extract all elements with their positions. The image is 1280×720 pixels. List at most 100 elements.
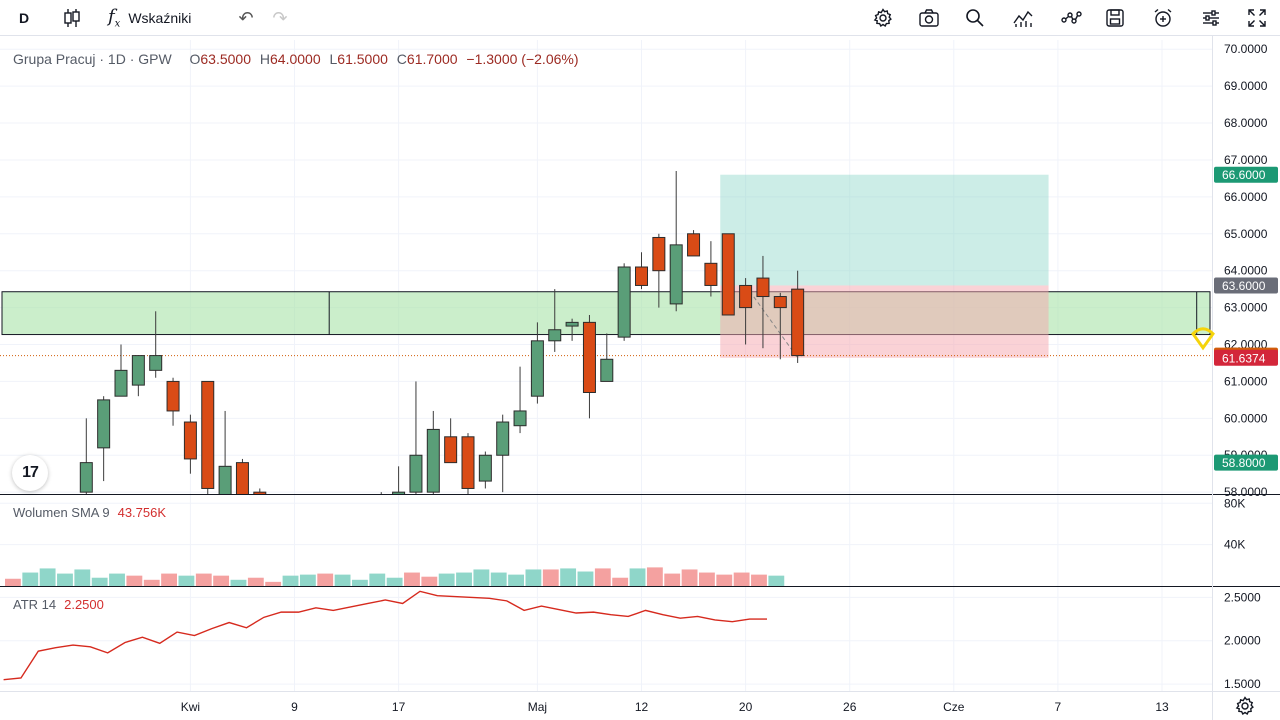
candle-body: [773, 296, 787, 309]
atr-legend: ATR 14 2.2500: [13, 597, 104, 612]
add-alert-button[interactable]: [1146, 0, 1180, 36]
stop-zone: [720, 285, 1049, 358]
tradingview-logo[interactable]: 17: [12, 455, 48, 491]
candle: [756, 255, 770, 349]
volume-label[interactable]: Wolumen SMA 9: [13, 505, 110, 520]
candle-body: [687, 233, 701, 257]
price-badge-label: 61.6374: [1222, 351, 1266, 365]
candle: [478, 451, 492, 489]
chart-type-button[interactable]: [58, 0, 86, 36]
candle: [461, 433, 475, 494]
candle-body: [652, 236, 666, 272]
change-value: −1.3000 (−2.06%): [466, 51, 579, 67]
save-button[interactable]: [1098, 0, 1132, 36]
candle: [409, 381, 423, 494]
price-badge-bg: [1214, 277, 1278, 294]
candle: [687, 230, 701, 257]
volume-bar: [178, 575, 195, 586]
settings-sliders-button[interactable]: [1194, 0, 1228, 36]
candle-body: [582, 321, 596, 393]
price-badge-bg: [1214, 454, 1278, 471]
interval-button[interactable]: D: [10, 0, 38, 36]
atr-tick-label: 2.5000: [1224, 590, 1261, 604]
candle: [496, 414, 510, 493]
price-tick-label: 65.0000: [1224, 227, 1268, 241]
price-chart[interactable]: 58.000059.000060.000061.000062.000063.00…: [0, 36, 1280, 720]
candle-body: [530, 340, 544, 397]
camera-icon: [919, 9, 939, 27]
position-path: [745, 285, 799, 359]
high-value: 64.0000: [270, 51, 321, 67]
price-badge: 61.6374: [1214, 349, 1278, 366]
candle: [235, 458, 249, 494]
close-label: C: [396, 51, 407, 67]
interval-label: D: [18, 10, 30, 26]
candle: [166, 377, 180, 426]
volume-bar: [699, 572, 715, 586]
candle-body: [739, 284, 753, 309]
atr-tick-label: 2.0000: [1224, 634, 1261, 648]
chart-settings-button[interactable]: [866, 0, 900, 36]
candle: [79, 418, 93, 494]
volume-bar: [317, 573, 334, 586]
volume-bar: [109, 573, 125, 586]
undo-button[interactable]: ↶: [232, 0, 260, 36]
time-tick-label: Maj: [528, 700, 547, 714]
volume-bar: [161, 573, 177, 586]
compare-icon: [1013, 10, 1033, 27]
candle: [341, 496, 353, 529]
indicators-button[interactable]: fx Wskaźniki: [108, 0, 220, 36]
price-badge-label: 66.6000: [1222, 168, 1266, 182]
volume-bar: [508, 574, 524, 586]
candle: [426, 410, 440, 494]
atr-label[interactable]: ATR 14: [13, 597, 57, 612]
redo-icon: ↷: [272, 7, 288, 28]
volume-bar: [265, 581, 282, 586]
candle-body: [131, 355, 145, 386]
price-badge-bg: [1214, 166, 1278, 183]
candle-body: [617, 266, 631, 338]
volume-bar: [716, 574, 733, 586]
candle-body: [721, 233, 735, 316]
symbol-title[interactable]: Grupa Pracuj · 1D · GPW: [13, 51, 172, 67]
candle-body: [704, 262, 718, 286]
time-tick-label: Cze: [943, 700, 965, 714]
indicators-label: Wskaźniki: [128, 10, 192, 26]
volume-bar: [369, 573, 386, 586]
volume-bar: [74, 569, 91, 586]
volume-bar: [22, 572, 39, 586]
price-tick-label: 69.0000: [1224, 79, 1268, 93]
price-badge: 58.8000: [1214, 454, 1278, 471]
search-button[interactable]: [958, 0, 992, 36]
candle-body: [496, 421, 510, 456]
candle-body: [756, 277, 770, 298]
candle: [114, 344, 128, 397]
redo-button[interactable]: ↷: [266, 0, 294, 36]
volume-bar: [299, 574, 316, 586]
candle: [183, 414, 197, 474]
volume-bar: [143, 579, 160, 586]
fullscreen-icon: [1248, 9, 1266, 27]
volume-bar: [577, 571, 594, 586]
target-zone: [720, 174, 1049, 286]
compare-button[interactable]: [1006, 0, 1040, 36]
fullscreen-button[interactable]: [1240, 0, 1274, 36]
object-tree-button[interactable]: [1054, 0, 1088, 36]
volume-tick-label: 40K: [1224, 538, 1245, 552]
open-value: 63.5000: [200, 51, 251, 67]
price-tick-label: 61.0000: [1224, 374, 1268, 388]
candle: [444, 418, 458, 464]
candle-body: [478, 454, 492, 482]
price-badge-label: 63.6000: [1222, 279, 1266, 293]
volume-bar: [646, 567, 663, 586]
settings-gear-icon-bottom[interactable]: [1234, 695, 1256, 717]
candle-body: [114, 369, 128, 397]
price-tick-label: 60.0000: [1224, 411, 1268, 425]
snapshot-button[interactable]: [912, 0, 946, 36]
candle-body: [341, 507, 353, 514]
candle-body: [323, 518, 335, 536]
volume-bar: [542, 569, 559, 586]
candle: [617, 263, 631, 341]
candle: [582, 314, 596, 419]
alerts-icon: [1061, 11, 1082, 24]
